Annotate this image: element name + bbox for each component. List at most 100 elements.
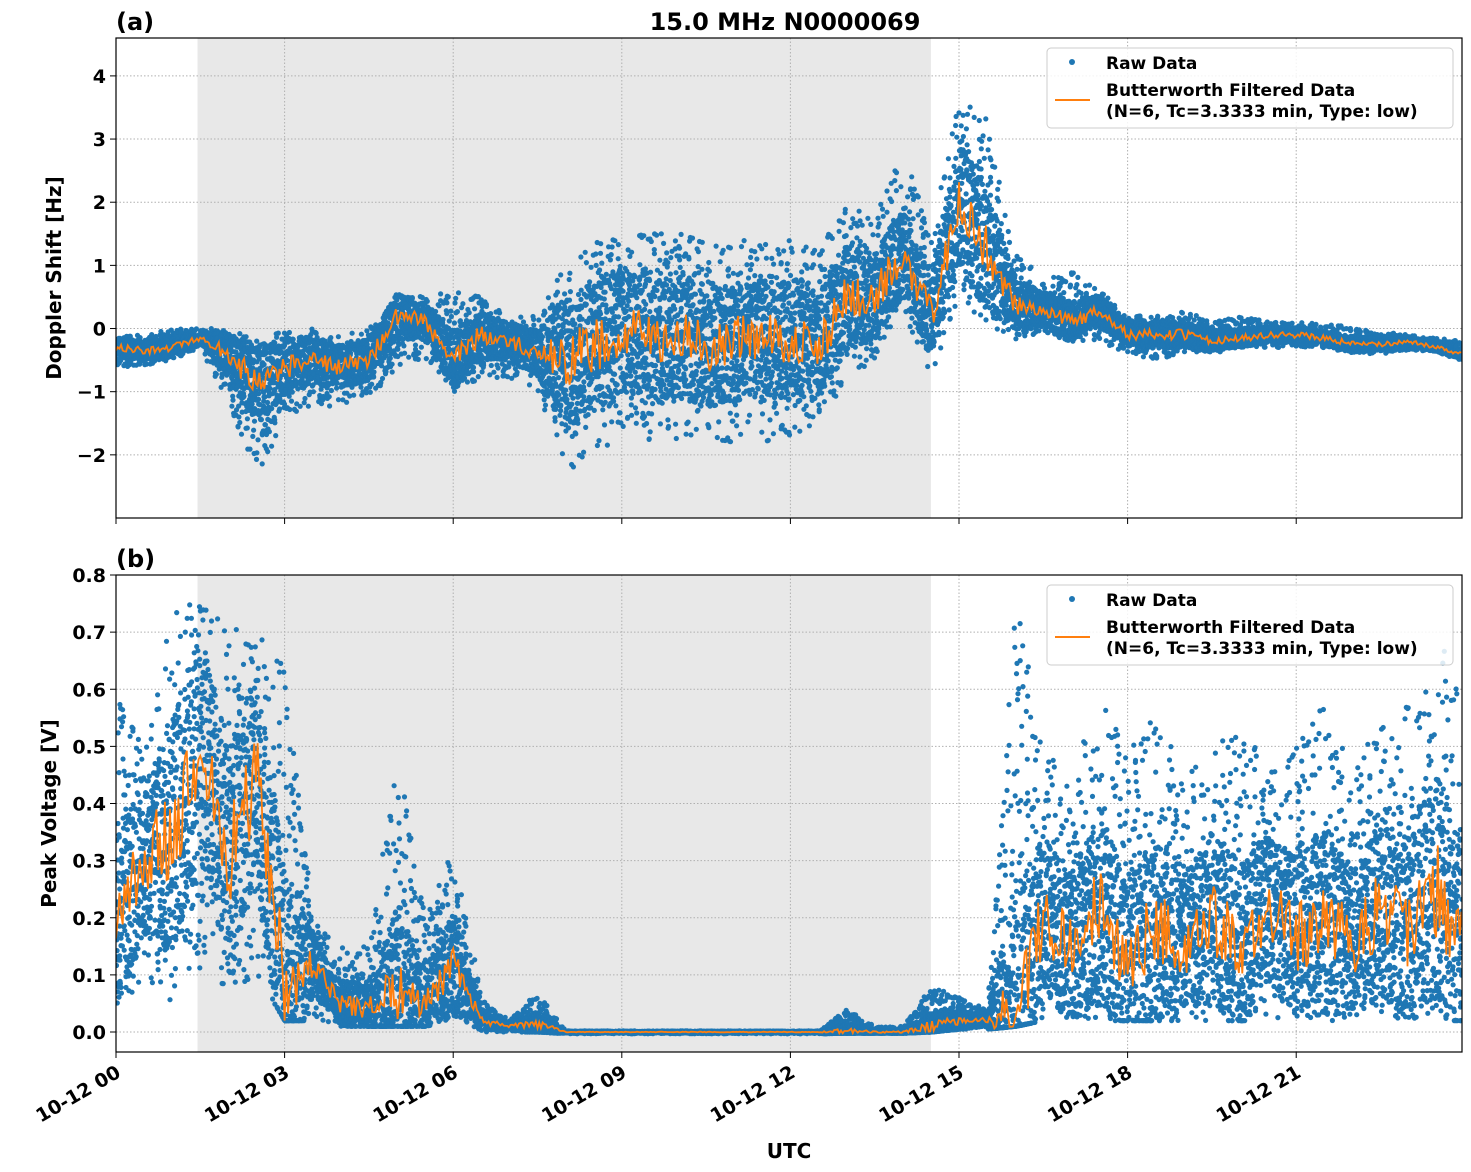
raw-data-point <box>657 421 664 427</box>
raw-data-point <box>667 277 673 284</box>
raw-data-point <box>254 338 260 344</box>
raw-data-point <box>539 334 546 340</box>
raw-data-point <box>602 399 608 405</box>
raw-data-point <box>556 375 562 381</box>
raw-data-point <box>593 262 599 268</box>
raw-data-point <box>351 392 357 398</box>
raw-data-point <box>475 374 481 380</box>
y-tick-label: −1 <box>77 382 106 404</box>
raw-data-point <box>615 242 622 248</box>
raw-data-point <box>604 309 610 315</box>
raw-data-point <box>401 343 407 349</box>
raw-data-point <box>646 436 652 442</box>
raw-data-point <box>637 389 644 395</box>
raw-data-point <box>612 319 618 325</box>
raw-data-point <box>617 410 623 416</box>
raw-data-point <box>389 369 395 375</box>
raw-data-point <box>259 461 265 467</box>
raw-data-point <box>599 384 605 390</box>
raw-data-point <box>327 403 333 409</box>
raw-data-point <box>371 369 377 375</box>
raw-data-point <box>460 301 466 307</box>
raw-data-point <box>448 313 454 320</box>
raw-data-point <box>495 365 501 371</box>
raw-data-point <box>578 296 584 303</box>
raw-data-point <box>454 309 460 315</box>
raw-data-point <box>563 387 569 393</box>
raw-data-point <box>305 403 311 409</box>
raw-data-point <box>402 350 408 356</box>
raw-data-point <box>488 362 494 369</box>
raw-data-point <box>626 314 632 320</box>
raw-data-point <box>609 309 616 315</box>
y-tick-label: 3 <box>93 129 106 151</box>
raw-data-point <box>569 401 575 407</box>
raw-data-point <box>436 303 442 309</box>
raw-data-point <box>526 382 533 388</box>
raw-data-point <box>664 264 670 270</box>
raw-data-point <box>444 300 450 306</box>
raw-data-point <box>659 400 665 406</box>
raw-data-point <box>471 378 477 384</box>
raw-data-point <box>632 369 638 375</box>
raw-data-point <box>269 405 275 412</box>
raw-data-point <box>620 423 626 429</box>
raw-data-point <box>598 241 604 247</box>
raw-data-point <box>273 433 279 439</box>
raw-data-point <box>567 333 573 339</box>
raw-data-point <box>594 442 601 449</box>
raw-data-point <box>497 310 503 316</box>
raw-data-point <box>628 402 634 408</box>
raw-data-point <box>601 422 608 428</box>
raw-data-point <box>290 336 296 342</box>
raw-data-point <box>597 250 604 256</box>
raw-data-point <box>265 449 271 455</box>
raw-data-point <box>583 301 589 307</box>
raw-data-point <box>556 392 562 398</box>
raw-data-point <box>395 346 401 352</box>
raw-data-point <box>275 330 281 336</box>
raw-data-point <box>256 391 262 397</box>
raw-data-point <box>623 389 630 395</box>
raw-data-point <box>575 291 582 298</box>
raw-data-point <box>258 417 264 423</box>
raw-data-point <box>623 374 629 380</box>
raw-data-point <box>559 451 566 457</box>
raw-data-point <box>629 412 635 418</box>
raw-data-point <box>647 309 653 315</box>
raw-data-point <box>531 322 537 328</box>
raw-data-point <box>652 386 658 392</box>
raw-data-point <box>612 238 618 244</box>
raw-data-point <box>626 298 632 304</box>
raw-data-point <box>570 395 576 401</box>
raw-data-point <box>604 442 611 448</box>
raw-data-point <box>600 407 606 413</box>
raw-data-point <box>552 418 558 424</box>
raw-data-point <box>249 401 255 407</box>
raw-data-point <box>158 328 164 335</box>
raw-data-point <box>448 308 454 314</box>
raw-data-point <box>286 329 292 336</box>
raw-data-point <box>581 379 587 385</box>
y-tick-label: 1 <box>93 255 106 277</box>
raw-data-point <box>334 380 340 386</box>
raw-data-point <box>264 399 271 406</box>
raw-data-point <box>143 361 150 367</box>
raw-data-point <box>647 277 653 284</box>
raw-data-point <box>251 418 258 424</box>
raw-data-point <box>578 254 584 260</box>
raw-data-point <box>293 408 299 414</box>
raw-data-point <box>553 370 559 376</box>
raw-data-point <box>581 449 587 455</box>
raw-data-point <box>629 356 635 362</box>
raw-data-point <box>289 389 295 395</box>
raw-data-point <box>558 272 564 278</box>
raw-data-point <box>641 413 648 420</box>
raw-data-point <box>313 330 319 336</box>
chart-title: 15.0 MHz N0000069 <box>650 8 921 36</box>
raw-data-point <box>358 331 364 337</box>
raw-data-point <box>491 369 497 375</box>
raw-data-point <box>613 403 619 409</box>
raw-data-point <box>648 298 654 304</box>
